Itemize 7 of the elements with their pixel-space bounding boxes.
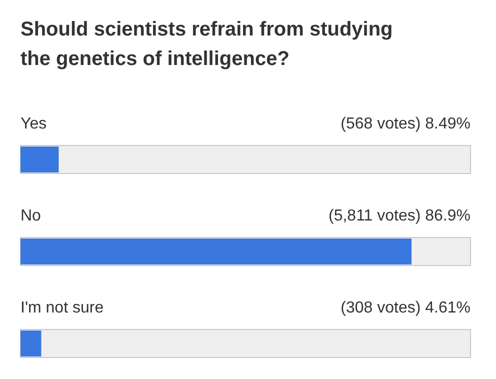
data-label: (5,811 votes) 86.9% <box>328 208 471 224</box>
y-tick-label: I'm not sure <box>20 300 104 316</box>
data-label: (308 votes) 4.61% <box>340 300 471 316</box>
chart-title: Should scientists refrain from studying the genetics of intelligence? <box>20 18 393 70</box>
y-tick-label: No <box>20 208 42 224</box>
data-label: (568 votes) 8.49% <box>340 116 471 132</box>
y-tick-label: Yes <box>20 116 47 132</box>
